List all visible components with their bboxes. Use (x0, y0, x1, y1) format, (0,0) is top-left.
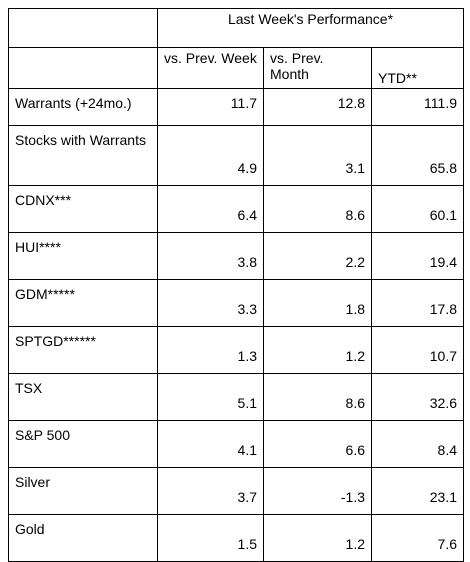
cell-month: 1.2 (263, 326, 372, 374)
cell-week: 3.8 (157, 232, 264, 280)
cell-ytd: 32.6 (370, 373, 465, 421)
row-label: Warrants (+24mo.) (8, 88, 158, 126)
table-row: GDM***** 3.3 1.8 17.8 (8, 279, 465, 327)
table-row: CDNX*** 6.4 8.6 60.1 (8, 185, 465, 233)
row-label: Stocks with Warrants (8, 125, 158, 186)
cell-week: 3.3 (157, 279, 264, 327)
cell-month: 1.2 (263, 514, 372, 562)
cell-week: 1.5 (157, 514, 264, 562)
table-row: Silver 3.7 -1.3 23.1 (8, 467, 465, 515)
column-header-month: vs. Prev. Month (263, 47, 372, 89)
column-header-week: vs. Prev. Week (157, 47, 264, 89)
row-label: Gold (8, 514, 158, 562)
cell-week: 5.1 (157, 373, 264, 421)
row-label: Silver (8, 467, 158, 515)
table-row: Gold 1.5 1.2 7.6 (8, 514, 465, 562)
cell-week: 4.9 (157, 125, 264, 186)
performance-table-container: Last Week's Performance* vs. Prev. Week … (8, 8, 465, 562)
cell-month: 3.1 (263, 125, 372, 186)
row-label: CDNX*** (8, 185, 158, 233)
cell-ytd: 7.6 (370, 514, 465, 562)
cell-month: 8.6 (263, 373, 372, 421)
table-row: HUI**** 3.8 2.2 19.4 (8, 232, 465, 280)
cell-ytd: 8.4 (370, 420, 465, 468)
row-label: TSX (8, 373, 158, 421)
cell-ytd: 60.1 (370, 185, 465, 233)
row-label: SPTGD****** (8, 326, 158, 374)
cell-ytd: 19.4 (370, 232, 465, 280)
cell-ytd: 10.7 (370, 326, 465, 374)
cell-week: 1.3 (157, 326, 264, 374)
cell-ytd: 111.9 (370, 88, 465, 126)
table-row: SPTGD****** 1.3 1.2 10.7 (8, 326, 465, 374)
cell-month: 12.8 (263, 88, 372, 126)
cell-month: 6.6 (263, 420, 372, 468)
cell-week: 6.4 (157, 185, 264, 233)
cell-month: 1.8 (263, 279, 372, 327)
cell-week: 11.7 (157, 88, 264, 126)
header-row-columns: vs. Prev. Week vs. Prev. Month YTD** (8, 47, 465, 89)
cell-ytd: 17.8 (370, 279, 465, 327)
header-row-group: Last Week's Performance* (8, 8, 465, 48)
column-header-ytd: YTD** (370, 47, 465, 89)
cell-ytd: 65.8 (370, 125, 465, 186)
cell-week: 3.7 (157, 467, 264, 515)
table-row: Stocks with Warrants 4.9 3.1 65.8 (8, 125, 465, 186)
header-blank-cell (8, 8, 158, 48)
cell-ytd: 23.1 (370, 467, 465, 515)
row-label: S&P 500 (8, 420, 158, 468)
cell-month: -1.3 (263, 467, 372, 515)
table-row: TSX 5.1 8.6 32.6 (8, 373, 465, 421)
row-label: GDM***** (8, 279, 158, 327)
cell-month: 2.2 (263, 232, 372, 280)
cell-month: 8.6 (263, 185, 372, 233)
cell-week: 4.1 (157, 420, 264, 468)
performance-table: Last Week's Performance* vs. Prev. Week … (8, 8, 465, 562)
table-row: Warrants (+24mo.) 11.7 12.8 111.9 (8, 88, 465, 126)
header-blank-cell (8, 47, 158, 89)
table-row: S&P 500 4.1 6.6 8.4 (8, 420, 465, 468)
row-label: HUI**** (8, 232, 158, 280)
group-header: Last Week's Performance* (156, 8, 465, 48)
